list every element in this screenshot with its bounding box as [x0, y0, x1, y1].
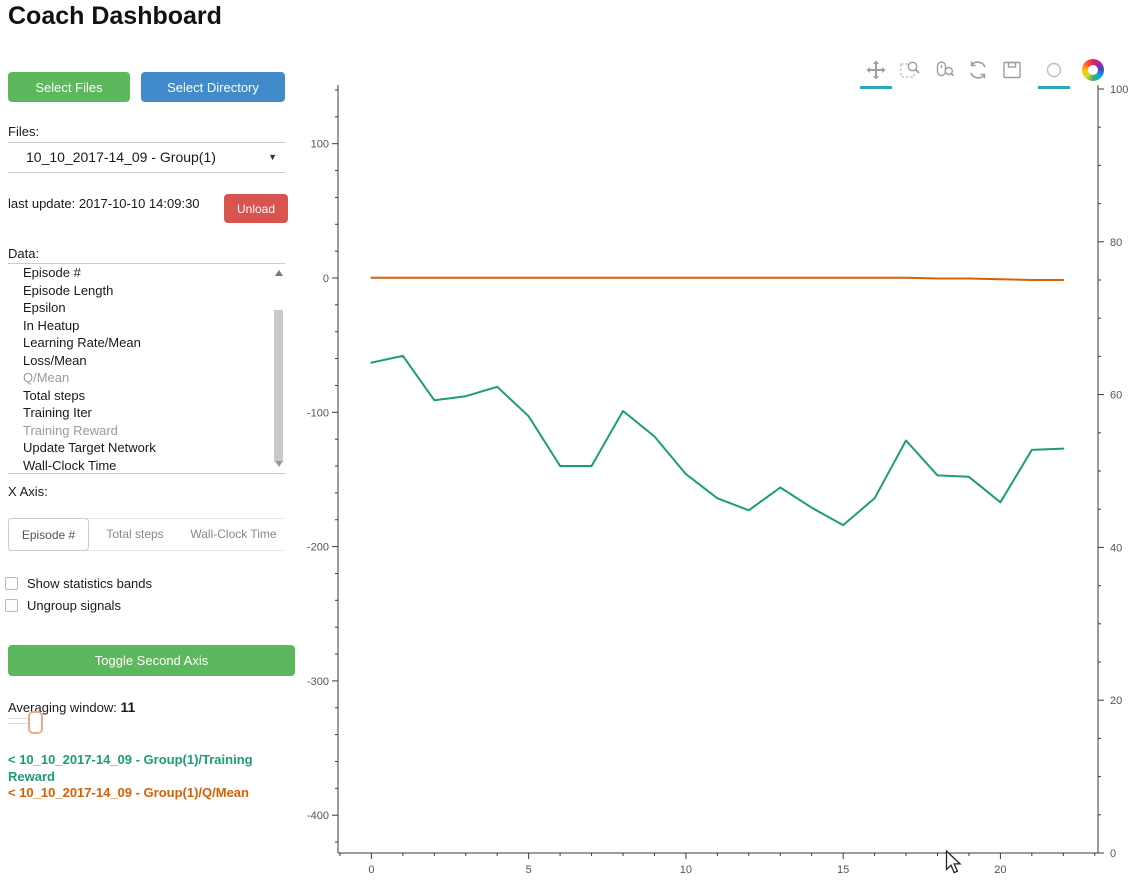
scroll-up-icon[interactable] — [275, 270, 283, 276]
show-statistics-bands-label: Show statistics bands — [27, 576, 153, 591]
data-label: Data: — [8, 246, 40, 261]
page-title: Coach Dashboard — [8, 2, 222, 30]
bokeh-logo-icon[interactable] — [1082, 59, 1104, 81]
show-statistics-bands-checkbox[interactable] — [5, 577, 18, 590]
tab-episode-number[interactable]: Episode # — [8, 518, 89, 551]
data-list-item[interactable]: Update Target Network — [23, 440, 156, 455]
svg-text:80: 80 — [1110, 237, 1122, 249]
chart-area: 100 0 -100 -200 -300 -400 100 80 60 40 20 0 0 5 10 15 20 — [300, 0, 1142, 881]
tab-total-steps[interactable]: Total steps — [106, 527, 164, 541]
series-line — [370, 276, 1065, 281]
averaging-window-label: Averaging window: — [8, 700, 117, 715]
files-selected-value: 10_10_2017-14_09 - Group(1) — [26, 149, 216, 165]
x-axis-label: X Axis: — [8, 484, 48, 499]
svg-text:0: 0 — [323, 273, 329, 285]
files-select[interactable]: 10_10_2017-14_09 - Group(1) ▼ — [8, 142, 285, 173]
chart-legend: < 10_10_2017-14_09 - Group(1)/Training R… — [8, 752, 295, 802]
pan-tool-icon[interactable] — [860, 58, 892, 89]
svg-text:0: 0 — [368, 864, 374, 876]
svg-text:15: 15 — [837, 864, 849, 876]
averaging-slider-track[interactable] — [8, 718, 34, 724]
ungroup-signals-label: Ungroup signals — [27, 598, 121, 613]
svg-text:60: 60 — [1110, 390, 1122, 402]
averaging-window-value: 11 — [120, 699, 136, 715]
data-list-item[interactable]: Episode Length — [23, 282, 114, 298]
legend-entry[interactable]: < 10_10_2017-14_09 - Group(1)/Training R… — [8, 752, 253, 784]
scrollbar-thumb[interactable] — [274, 310, 283, 462]
last-update-text: last update: 2017-10-10 14:09:30 — [8, 196, 200, 211]
dropdown-caret-icon: ▼ — [268, 152, 277, 162]
svg-text:5: 5 — [526, 864, 532, 876]
ungroup-signals-row: Ungroup signals — [5, 598, 121, 613]
svg-text:-400: -400 — [307, 810, 329, 822]
data-list-items: Episode # Episode Length Epsilon In Heatup L… — [8, 264, 285, 473]
svg-text:40: 40 — [1110, 542, 1122, 554]
show-statistics-bands-row: Show statistics bands — [5, 576, 152, 591]
svg-text:-200: -200 — [307, 542, 329, 554]
tab-wall-clock-time[interactable]: Wall-Clock Time — [190, 527, 277, 541]
reset-tool-icon[interactable] — [966, 58, 990, 82]
data-list-item[interactable]: Learning Rate/Mean — [23, 335, 141, 350]
hover-tool-icon[interactable] — [1038, 58, 1070, 89]
data-list-scrollbar[interactable] — [274, 266, 284, 471]
series-line — [370, 354, 1065, 527]
data-list-item[interactable]: Epsilon — [23, 300, 66, 315]
svg-text:20: 20 — [1110, 695, 1122, 707]
mouse-cursor — [945, 850, 962, 874]
wheel-zoom-tool-icon[interactable] — [932, 58, 956, 82]
toggle-second-axis-button[interactable]: Toggle Second Axis — [8, 645, 295, 676]
chart-toolbar — [860, 58, 1104, 89]
svg-text:100: 100 — [311, 139, 329, 151]
data-list-item[interactable]: Training Reward — [23, 422, 118, 438]
select-files-button[interactable]: Select Files — [8, 72, 130, 102]
svg-text:-100: -100 — [307, 407, 329, 419]
unload-button[interactable]: Unload — [224, 194, 288, 223]
data-list: Episode # Episode Length Epsilon In Heatup L… — [8, 263, 285, 474]
data-list-item[interactable]: Episode # — [23, 265, 81, 280]
data-list-item[interactable]: Q/Mean — [23, 370, 70, 385]
svg-text:10: 10 — [680, 864, 692, 876]
svg-text:0: 0 — [1110, 848, 1116, 860]
averaging-window: Averaging window: 11 — [8, 699, 135, 715]
averaging-slider-handle[interactable] — [28, 711, 43, 734]
ungroup-signals-checkbox[interactable] — [5, 599, 18, 612]
data-list-item[interactable]: Training Iter — [23, 405, 92, 420]
chart-canvas[interactable]: 100 0 -100 -200 -300 -400 100 80 60 40 20 0 0 5 10 15 20 — [300, 0, 1142, 881]
data-list-item[interactable]: Total steps — [23, 387, 86, 403]
svg-text:100: 100 — [1110, 84, 1128, 96]
x-axis-tabs: Episode # Total steps Wall-Clock Time — [8, 518, 285, 551]
box-zoom-tool-icon[interactable] — [898, 58, 922, 82]
scroll-down-icon[interactable] — [275, 461, 283, 467]
data-list-item[interactable]: Loss/Mean — [23, 352, 87, 368]
save-tool-icon[interactable] — [1000, 58, 1024, 82]
svg-text:20: 20 — [994, 864, 1006, 876]
data-list-item[interactable]: In Heatup — [23, 317, 80, 333]
select-directory-button[interactable]: Select Directory — [141, 72, 285, 102]
svg-text:-300: -300 — [307, 676, 329, 688]
data-list-item[interactable]: Wall-Clock Time — [23, 457, 117, 473]
legend-entry[interactable]: < 10_10_2017-14_09 - Group(1)/Q/Mean — [8, 785, 249, 800]
files-label: Files: — [8, 124, 40, 139]
